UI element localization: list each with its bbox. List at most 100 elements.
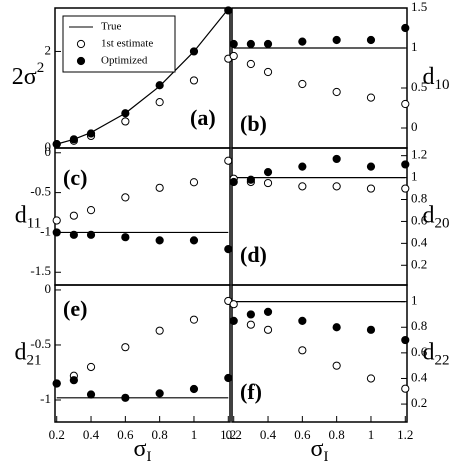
x-axis-label: σI: [311, 436, 329, 466]
estimate-point: [263, 325, 273, 334]
y-tick-label: -0.5: [30, 184, 51, 199]
x-tick-label: 0.4: [260, 427, 277, 442]
y-tick-label: 0.6: [411, 212, 428, 227]
optimized-point: [246, 310, 255, 319]
estimate-point: [263, 67, 273, 77]
y-tick-label: 0.4: [411, 369, 428, 384]
optimized-point: [366, 325, 376, 334]
optimized-point: [298, 316, 307, 325]
estimate-point: [332, 361, 341, 370]
x-tick-label: 0.6: [294, 427, 311, 442]
optimized-point: [86, 230, 96, 239]
x-tick-label: 0.4: [83, 427, 100, 442]
estimate-point: [224, 156, 233, 165]
y-axis-label: d11: [15, 202, 41, 232]
estimate-point: [401, 184, 410, 193]
y-tick-label: 0.8: [411, 190, 427, 205]
x-tick-label: 1: [368, 427, 375, 442]
estimate-point: [229, 300, 238, 309]
optimized-point: [246, 175, 255, 184]
optimized-point: [263, 307, 273, 316]
y-axis-label-text: d: [15, 339, 27, 365]
y-axis-label: d22: [423, 339, 450, 369]
optimized-point: [189, 236, 199, 245]
y-tick-label: -1: [40, 223, 51, 238]
y-axis-label-sub: 21: [27, 353, 42, 369]
y-axis-label-text: d: [423, 64, 435, 90]
optimized-point: [121, 109, 130, 118]
estimate-point: [86, 206, 96, 215]
estimate-point: [332, 182, 341, 191]
y-axis-label-text: 2σ: [12, 64, 37, 90]
optimized-point: [86, 390, 96, 399]
estimate-point: [155, 326, 164, 335]
optimized-point: [224, 245, 233, 254]
estimate-point: [298, 182, 307, 191]
y-tick-label: 2: [45, 42, 52, 57]
optimized-point: [224, 373, 233, 383]
y-axis-label: d10: [423, 64, 450, 94]
legend-label: 1st estimate: [101, 38, 153, 50]
legend-label: True: [101, 21, 121, 33]
x-tick-label: 0.8: [152, 427, 168, 442]
optimized-point: [332, 154, 341, 164]
x-tick-label: 1: [191, 427, 198, 442]
y-tick-label: 0.2: [411, 256, 427, 271]
legend-marker: [76, 56, 86, 66]
optimized-point: [229, 177, 238, 187]
y-tick-label: -1.5: [30, 263, 51, 278]
optimized-point: [52, 140, 61, 149]
panel-label: (d): [240, 242, 267, 267]
y-axis-label-sub: 20: [435, 216, 450, 232]
estimate-point: [401, 99, 410, 109]
estimate-point: [155, 98, 164, 107]
x-axis-label-text: σ: [134, 436, 147, 462]
y-tick-label: 0: [45, 144, 52, 159]
optimized-point: [69, 230, 78, 239]
panel-label: (e): [63, 296, 87, 321]
estimate-point: [298, 346, 307, 355]
optimized-point: [229, 39, 238, 49]
estimate-point: [366, 184, 376, 193]
y-tick-label: 1.2: [411, 147, 427, 162]
optimized-point: [155, 81, 164, 90]
y-tick-label: 0.8: [411, 318, 427, 333]
legend-marker: [76, 39, 86, 49]
estimate-point: [189, 76, 199, 85]
optimized-point: [229, 316, 238, 325]
y-axis-label-sub: 10: [435, 77, 450, 93]
estimate-point: [189, 315, 199, 324]
estimate-point: [155, 183, 164, 192]
optimized-point: [263, 168, 273, 177]
y-axis-label: d20: [423, 202, 450, 232]
optimized-point: [366, 35, 376, 45]
optimized-point: [121, 393, 130, 402]
plot-frame: [54, 284, 231, 423]
estimate-point: [366, 374, 376, 383]
estimate-point: [246, 320, 255, 329]
estimate-point: [121, 117, 130, 126]
y-tick-label: -0.5: [30, 336, 51, 351]
estimate-point: [332, 87, 341, 97]
optimized-point: [298, 162, 307, 171]
y-tick-label: 0: [45, 139, 52, 154]
panel-label: (f): [240, 379, 262, 404]
optimized-point: [52, 379, 61, 388]
y-tick-label: 1: [411, 39, 418, 54]
y-axis-label-sub: 11: [27, 216, 41, 232]
optimized-point: [189, 47, 199, 56]
x-tick-label: 0.2: [226, 427, 242, 442]
y-axis-label-sup: 2: [37, 60, 45, 76]
y-axis-label-text: d: [15, 202, 27, 228]
optimized-point: [401, 23, 410, 33]
estimate-point: [52, 216, 61, 225]
y-tick-label: -1: [40, 391, 51, 406]
y-tick-label: 1: [411, 293, 418, 308]
x-axis-label: σI: [134, 436, 152, 466]
estimate-point: [121, 343, 130, 352]
estimate-point: [246, 59, 255, 69]
y-tick-label: 1.5: [411, 0, 427, 14]
x-tick-label: 1.2: [220, 427, 236, 442]
estimate-point: [121, 193, 130, 202]
optimized-point: [155, 389, 164, 398]
